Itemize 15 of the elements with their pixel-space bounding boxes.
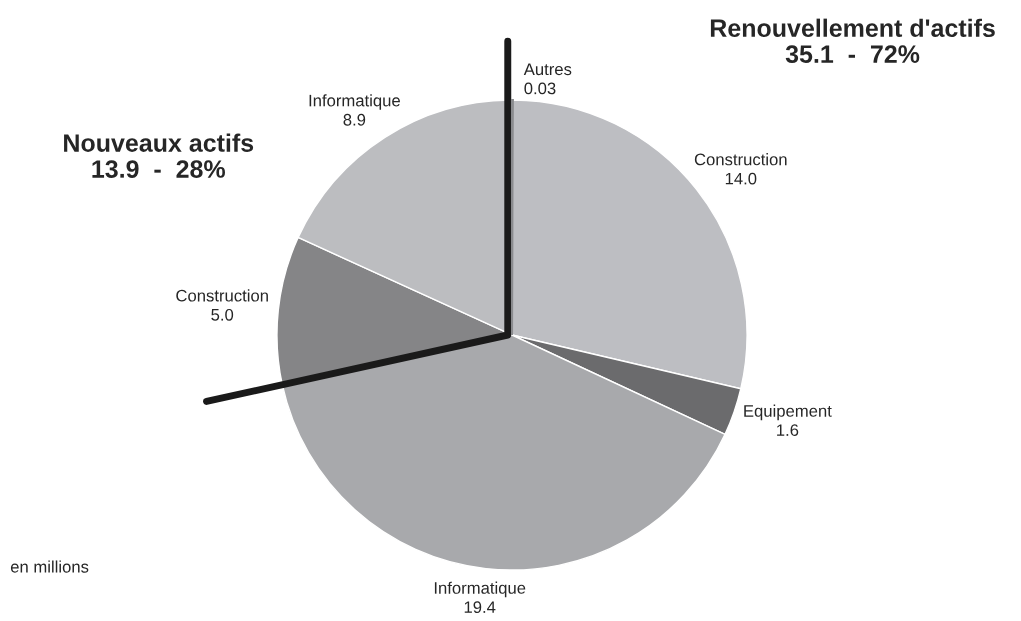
data-label: 5.0 [211,308,234,321]
slice-label: Equipement [744,404,832,421]
data-label: 8.9 [343,113,366,126]
text: en millions [10,560,89,573]
data-label: 0.03 [524,82,556,95]
data-label: 1.6 [777,424,799,437]
slice-label: Autres [523,63,572,76]
slice-label: Informatique [434,581,526,598]
data-label: 19.4 [464,601,496,614]
slice-label: Construction [694,153,787,166]
data-label: 14.0 [725,172,757,185]
slice-label: Construction [176,289,268,302]
text: Renouvellement d'actifs 35.1 - 72% [710,18,995,64]
text: Nouveaux actifs 13.9 - 28% [64,133,254,178]
slice-label: Informatique [309,94,400,110]
